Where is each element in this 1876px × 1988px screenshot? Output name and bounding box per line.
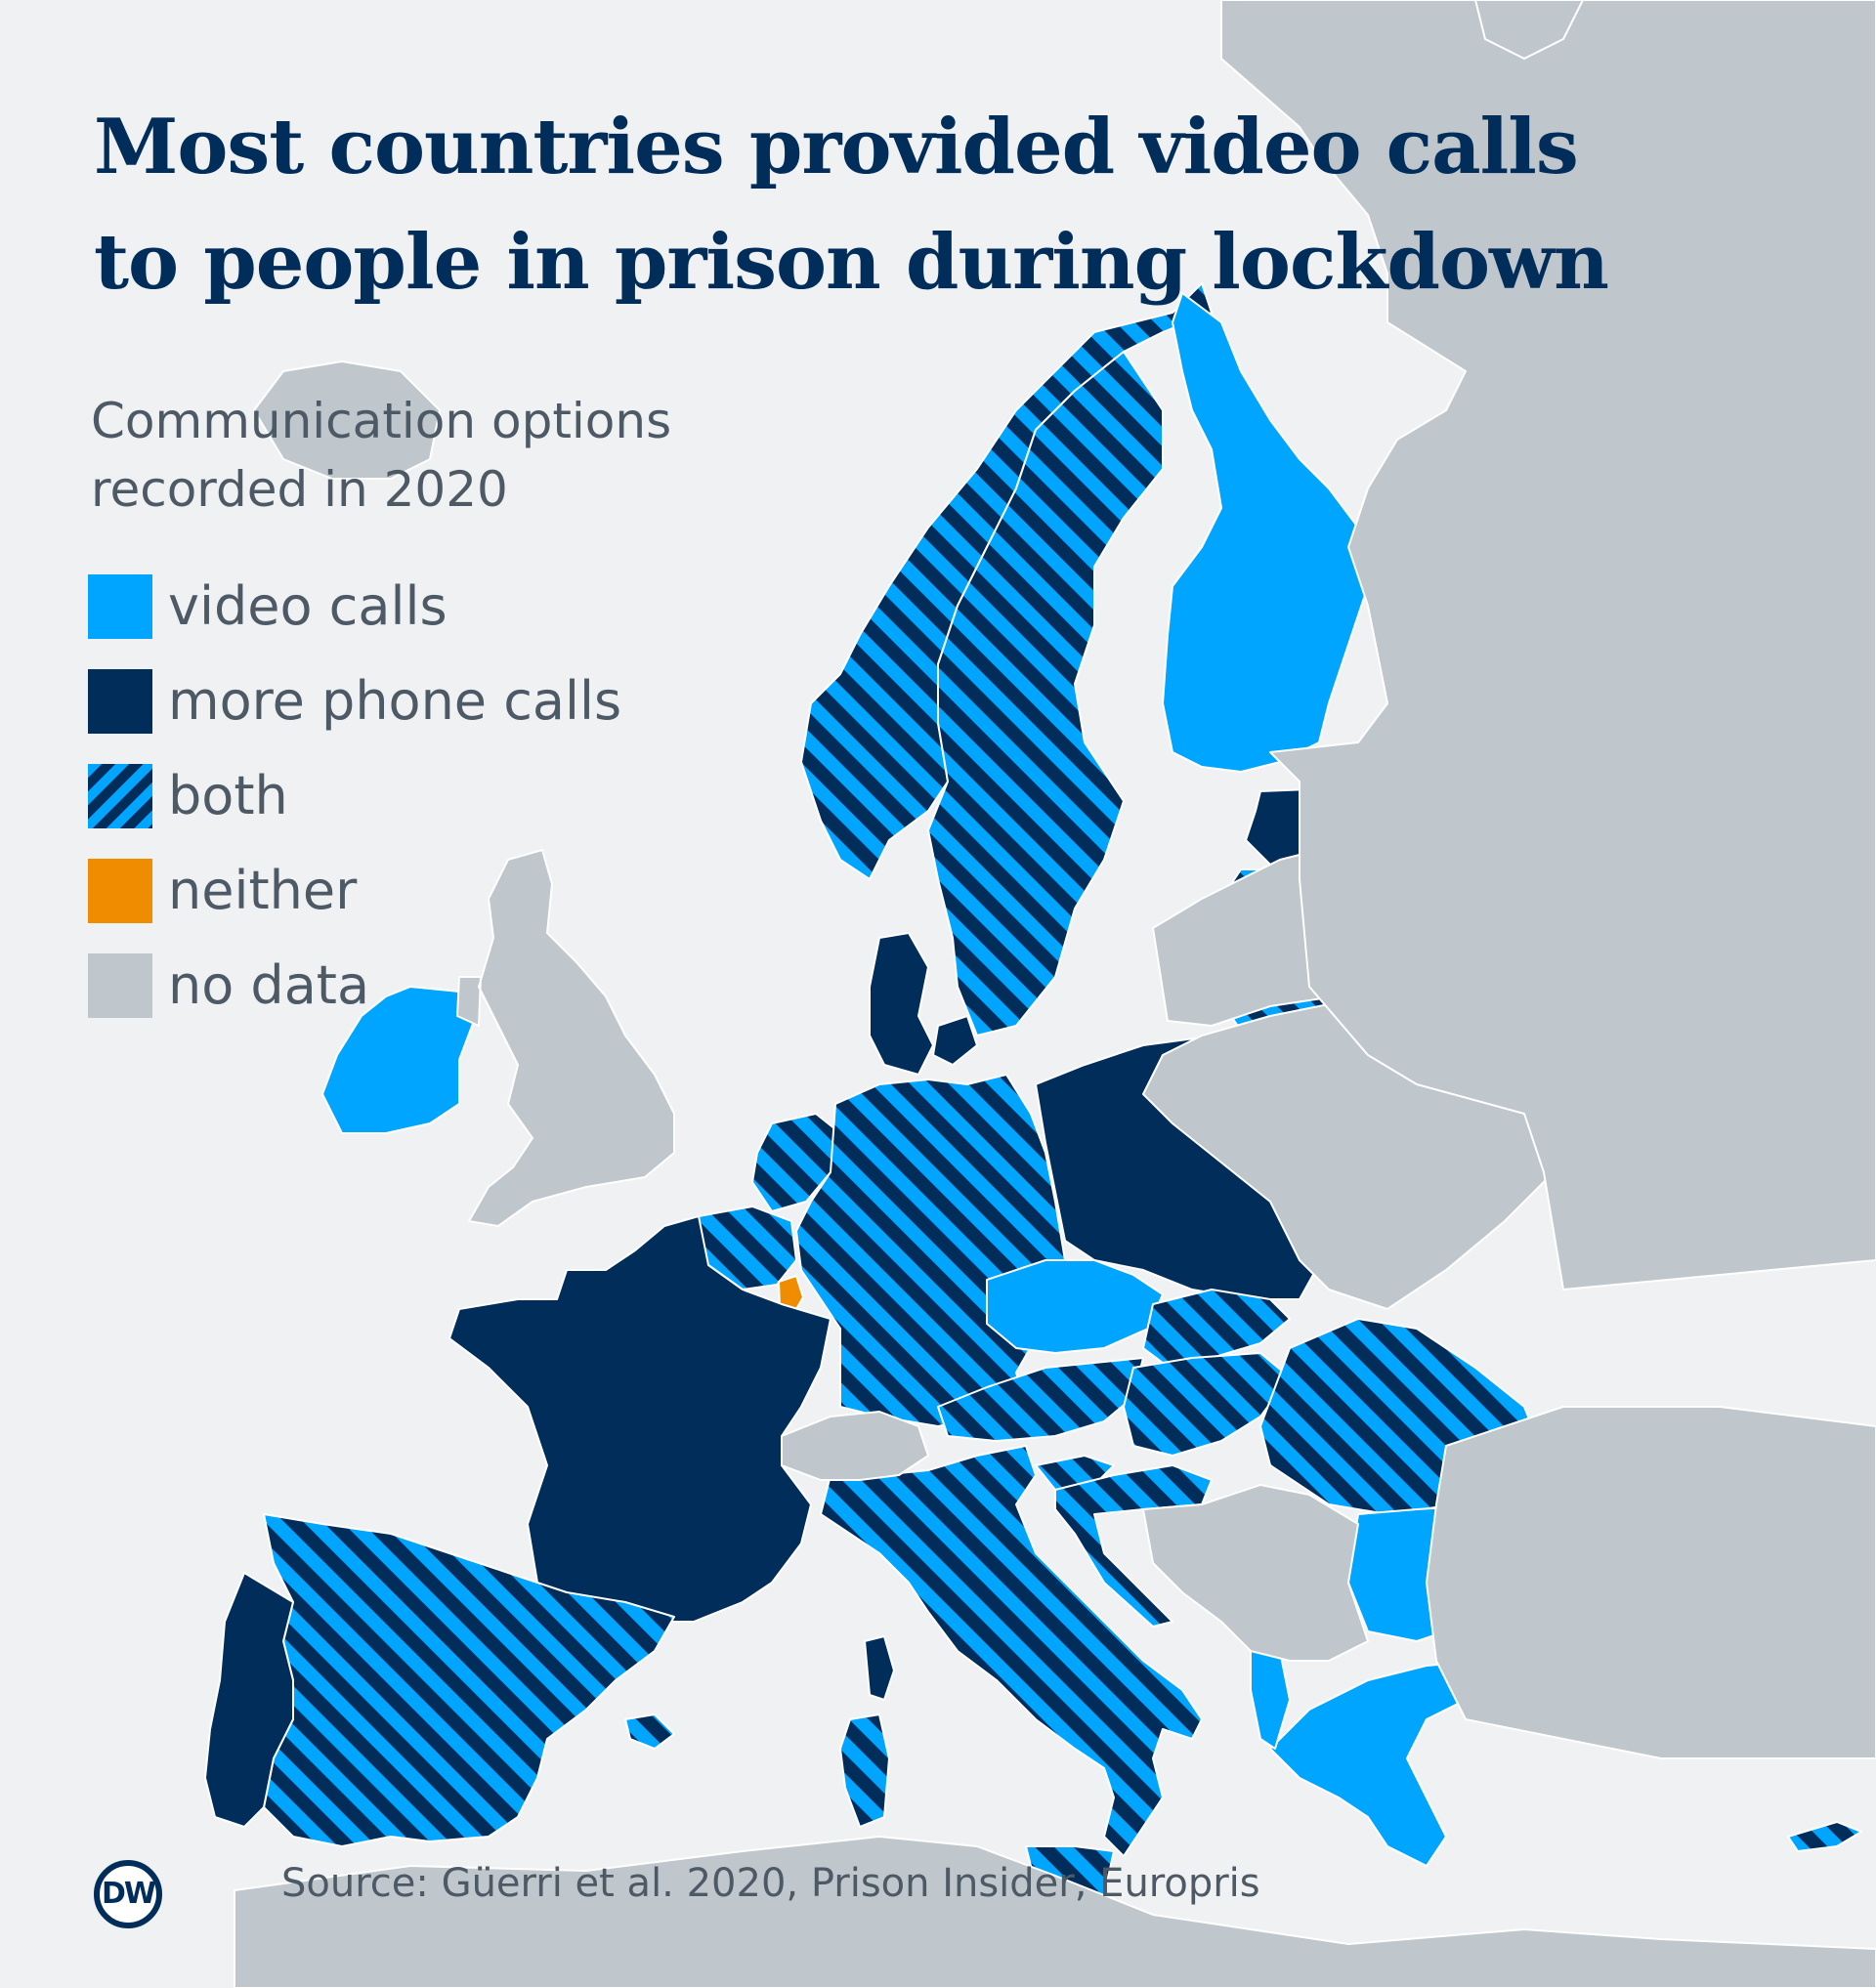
country-slovakia [1142,1289,1291,1364]
country-spain [263,1513,675,1847]
country-sweden [927,351,1164,1036]
country-germany [795,1074,1066,1427]
country-russia [1220,0,1876,1290]
country-hungary [1123,1352,1291,1457]
country-north-africa [234,1836,1876,1988]
country-netherlands [751,1113,841,1212]
map-subtitle: Communication options recorded in 2020 [91,387,671,524]
legend-swatch-video [88,574,152,639]
country-corsica [864,1635,895,1701]
country-denmark [869,932,978,1076]
country-iceland [253,360,441,480]
country-italy [820,1445,1203,1857]
country-sardinia [839,1713,890,1828]
legend-swatch-both [88,764,152,828]
subtitle-line-2: recorded in 2020 [91,461,508,518]
legend-label-neither: neither [168,860,358,921]
map-title: Most countries provided video calls to p… [94,90,1755,320]
title-line-2: to people in prison during lockdown [94,218,1609,307]
title-line-1: Most countries provided video calls [94,103,1579,191]
country-switzerland [781,1411,929,1481]
legend-label-video: video calls [168,575,448,637]
subtitle-line-1: Communication options [91,393,672,449]
country-finland [1162,292,1369,773]
legend-swatch-nodata [88,953,152,1018]
country-svalbard [1474,0,1584,60]
source-note: Source: Güerri et al. 2020, Prison Insid… [281,1861,1260,1906]
country-cyprus [1787,1821,1862,1852]
country-croatia [1054,1464,1213,1628]
dw-logo: DW [94,1860,162,1928]
country-portugal [204,1572,294,1828]
country-balkans [1142,1484,1369,1662]
legend-swatch-neither [88,859,152,923]
country-turkey [1426,1406,1876,1759]
country-united-kingdom [456,849,675,1227]
legend-label-phone: more phone calls [168,670,622,732]
legend-swatch-phone [88,669,152,734]
country-czech-republic [986,1259,1164,1354]
legend-label-nodata: no data [168,954,370,1016]
legend-label-both: both [168,765,288,826]
